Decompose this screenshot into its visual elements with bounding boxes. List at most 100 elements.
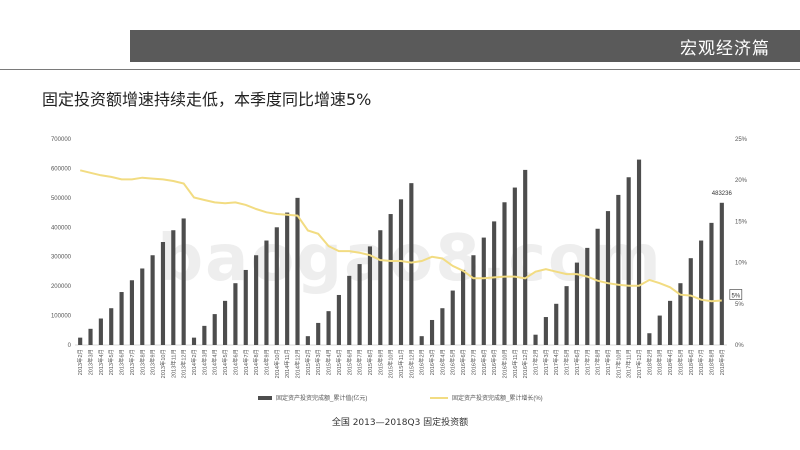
section-title: 宏观经济篇 (680, 39, 770, 59)
chart-headline: 固定投资额增速持续走低，本季度同比增速5% (42, 90, 372, 109)
x-tick-label: 2016年4月 (438, 349, 446, 375)
bar (305, 336, 310, 345)
x-tick-label: 2015年2月 (304, 349, 312, 375)
bar (429, 319, 435, 345)
y-left-tick-label: 300000 (51, 255, 72, 261)
x-tick-label: 2014年8月 (252, 349, 260, 375)
y-left-tick-label: 400000 (51, 225, 72, 231)
x-tick-label: 2014年11月 (283, 349, 291, 378)
bar (264, 240, 269, 345)
bar (523, 169, 528, 345)
bar (140, 268, 145, 345)
y-left-tick-label: 0 (68, 343, 72, 349)
x-tick-label: 2014年4月 (211, 349, 219, 375)
x-tick-label: 2017年7月 (583, 349, 591, 375)
x-tick-label: 2013年10月 (159, 349, 167, 378)
y-left-tick-label: 100000 (51, 314, 72, 320)
bar (492, 221, 497, 345)
bar (657, 315, 662, 345)
bar (595, 228, 600, 345)
bar (222, 300, 228, 345)
bar (78, 337, 83, 345)
x-tick-label: 2017年2月 (532, 349, 540, 375)
bar (129, 280, 134, 345)
x-tick-label: 2017年11月 (625, 349, 633, 378)
x-tick-label: 2013年7月 (128, 349, 136, 375)
y-right-tick-label: 10% (735, 261, 748, 267)
x-tick-label: 2015年9月 (376, 349, 384, 375)
bar (109, 308, 114, 345)
y-left-tick-label: 200000 (51, 284, 72, 290)
bar (471, 255, 476, 345)
x-tick-label: 2015年11月 (397, 349, 405, 378)
x-tick-label: 2016年11月 (511, 349, 519, 378)
x-tick-label: 2013年2月 (76, 349, 84, 375)
bar (88, 328, 93, 345)
bar (398, 199, 404, 345)
y-right-tick-label: 5% (735, 302, 744, 308)
bar (160, 242, 166, 345)
bar (502, 202, 507, 345)
x-tick-label: 2013年9月 (149, 349, 157, 375)
x-tick-label: 2013年6月 (118, 349, 126, 375)
last-line-value-label: 5% (731, 294, 740, 300)
bar (461, 269, 466, 345)
bar (605, 211, 611, 345)
bar (564, 286, 569, 345)
x-tick-label: 2016年8月 (480, 349, 488, 375)
bar (585, 247, 590, 345)
x-tick-label: 2014年3月 (200, 349, 208, 375)
x-tick-label: 2017年9月 (604, 349, 612, 375)
x-tick-label: 2013年11月 (169, 349, 177, 378)
bar (481, 237, 486, 345)
bar (357, 264, 362, 345)
bar (336, 294, 341, 345)
x-tick-label: 2015年10月 (387, 349, 395, 378)
x-tick-label: 2015年12月 (407, 349, 415, 378)
legend-bar-label: 固定资产投资完成额_累计值(亿元) (276, 394, 367, 402)
bar (616, 194, 621, 345)
x-tick-label: 2017年4月 (552, 349, 560, 375)
x-tick-label: 2018年4月 (666, 349, 674, 375)
bar (647, 333, 652, 345)
bar (450, 290, 455, 345)
y-left-tick-label: 700000 (51, 137, 72, 143)
bar (98, 318, 103, 345)
chart-footnote: 全国 2013—2018Q3 固定投资额 (331, 418, 469, 428)
x-tick-label: 2014年10月 (273, 349, 281, 378)
bar (678, 283, 683, 345)
x-tick-label: 2018年8月 (707, 349, 715, 375)
bar (285, 212, 290, 345)
bar (191, 337, 197, 345)
bar (347, 275, 352, 345)
legend-bar-swatch (258, 396, 272, 400)
bar (181, 218, 186, 345)
y-left-tick-label: 500000 (51, 196, 72, 202)
x-tick-label: 2016年7月 (469, 349, 477, 375)
x-tick-label: 2015年3月 (314, 349, 322, 375)
x-tick-label: 2016年5月 (449, 349, 457, 375)
bar (254, 255, 259, 345)
x-tick-label: 2016年2月 (418, 349, 426, 375)
bar (533, 334, 538, 345)
bar (202, 325, 207, 345)
bar (150, 255, 155, 345)
bar (316, 322, 321, 345)
bar (709, 222, 714, 345)
bar (636, 159, 642, 345)
x-tick-label: 2014年12月 (294, 349, 302, 378)
x-tick-label: 2014年2月 (190, 349, 198, 375)
fixed-investment-chart: 0 100000 200000 300000 400000 500000 600000 700… (51, 137, 748, 402)
x-tick-label: 2015年6月 (345, 349, 353, 375)
x-tick-label: 2016年6月 (459, 349, 467, 375)
bar (212, 314, 217, 345)
bar (233, 283, 238, 345)
x-tick-label: 2016年9月 (490, 349, 498, 375)
x-tick-label: 2018年3月 (656, 349, 664, 375)
x-tick-label: 2018年5月 (676, 349, 684, 375)
x-tick-label: 2015年4月 (325, 349, 333, 375)
bar (326, 311, 331, 345)
x-tick-label: 2013年12月 (180, 349, 188, 378)
bar (243, 269, 248, 345)
x-tick-label: 2018年7月 (697, 349, 705, 375)
